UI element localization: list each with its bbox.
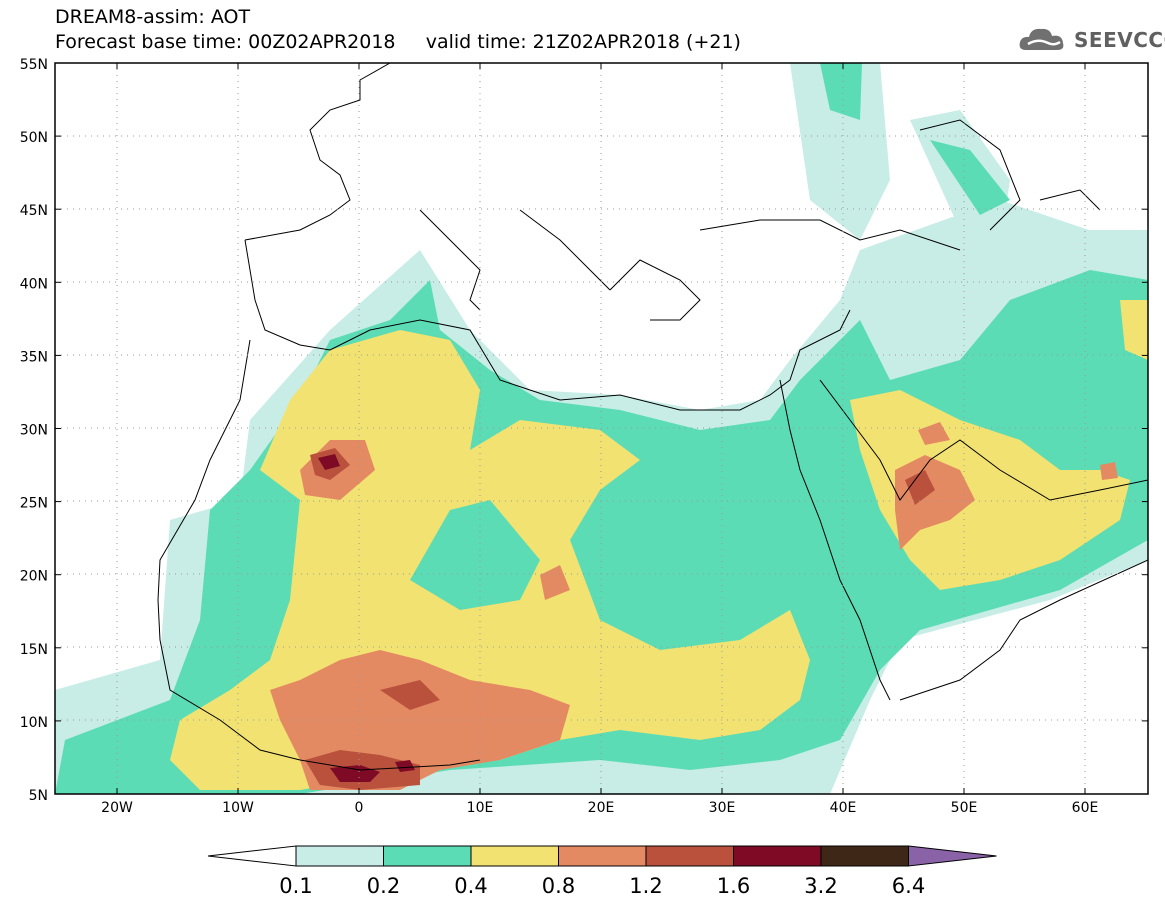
colorbar-swatch	[733, 845, 822, 867]
colorbar-swatch	[645, 845, 734, 867]
lon-label: 0	[355, 800, 364, 816]
lat-label: 30N	[20, 423, 48, 439]
colorbar-under-triangle	[207, 845, 297, 867]
colorbar-swatch	[295, 845, 384, 867]
seevccc-logo: SEEVCCC	[1018, 24, 1165, 56]
valid-time: valid time: 21Z02APR2018 (+21)	[425, 31, 741, 53]
lon-label: 20W	[101, 800, 133, 816]
lon-label: 50E	[951, 800, 978, 816]
logo-text: SEEVCCC	[1074, 28, 1165, 52]
colorbar-label: 0.2	[367, 874, 400, 898]
lat-label: 45N	[20, 203, 48, 219]
lat-label: 10N	[20, 715, 48, 731]
colorbar-swatch	[470, 845, 559, 867]
colorbar-swatch	[820, 845, 909, 867]
time-info: Forecast base time: 00Z02APR2018 valid t…	[55, 31, 741, 53]
lat-label: 20N	[20, 569, 48, 585]
colorbar-label: 6.4	[892, 874, 925, 898]
aot-band-1-2	[305, 448, 935, 790]
lat-label: 15N	[20, 642, 48, 658]
graticule	[55, 63, 1148, 794]
colorbar: 0.1 0.2 0.4 0.8 1.2 1.6 3.2 6.4	[207, 845, 997, 898]
colorbar-label: 1.6	[717, 874, 750, 898]
colorbar-label: 0.8	[542, 874, 575, 898]
lat-label: 5N	[29, 788, 48, 804]
colorbar-over-triangle	[908, 845, 997, 867]
lat-label: 25N	[20, 496, 48, 512]
lon-label: 10W	[222, 800, 254, 816]
lat-label: 35N	[20, 349, 48, 365]
colorbar-label: 0.1	[279, 874, 312, 898]
lat-label: 40N	[20, 276, 48, 292]
map-title: DREAM8-assim: AOT	[55, 6, 251, 28]
lat-label: 50N	[20, 130, 48, 146]
aot-field	[55, 63, 1148, 794]
coastlines	[157, 63, 1148, 771]
colorbar-label: 1.2	[629, 874, 662, 898]
lon-label: 40E	[830, 800, 857, 816]
lon-label: 30E	[709, 800, 736, 816]
lon-label: 60E	[1072, 800, 1099, 816]
latitude-labels: 55N 50N 45N 40N 35N 30N 25N 20N 15N 10N 5N	[20, 57, 1148, 804]
colorbar-label: 3.2	[804, 874, 837, 898]
lon-label: 10E	[467, 800, 494, 816]
cloud-icon	[1019, 28, 1064, 50]
colorbar-label: 0.4	[454, 874, 487, 898]
base-time: Forecast base time: 00Z02APR2018	[55, 31, 396, 53]
lon-label: 20E	[588, 800, 615, 816]
colorbar-swatch	[383, 845, 472, 867]
lat-label: 55N	[20, 57, 48, 73]
colorbar-swatch	[558, 845, 647, 867]
longitude-labels: 20W 10W 0 10E 20E 30E 40E 50E 60E	[101, 63, 1098, 816]
